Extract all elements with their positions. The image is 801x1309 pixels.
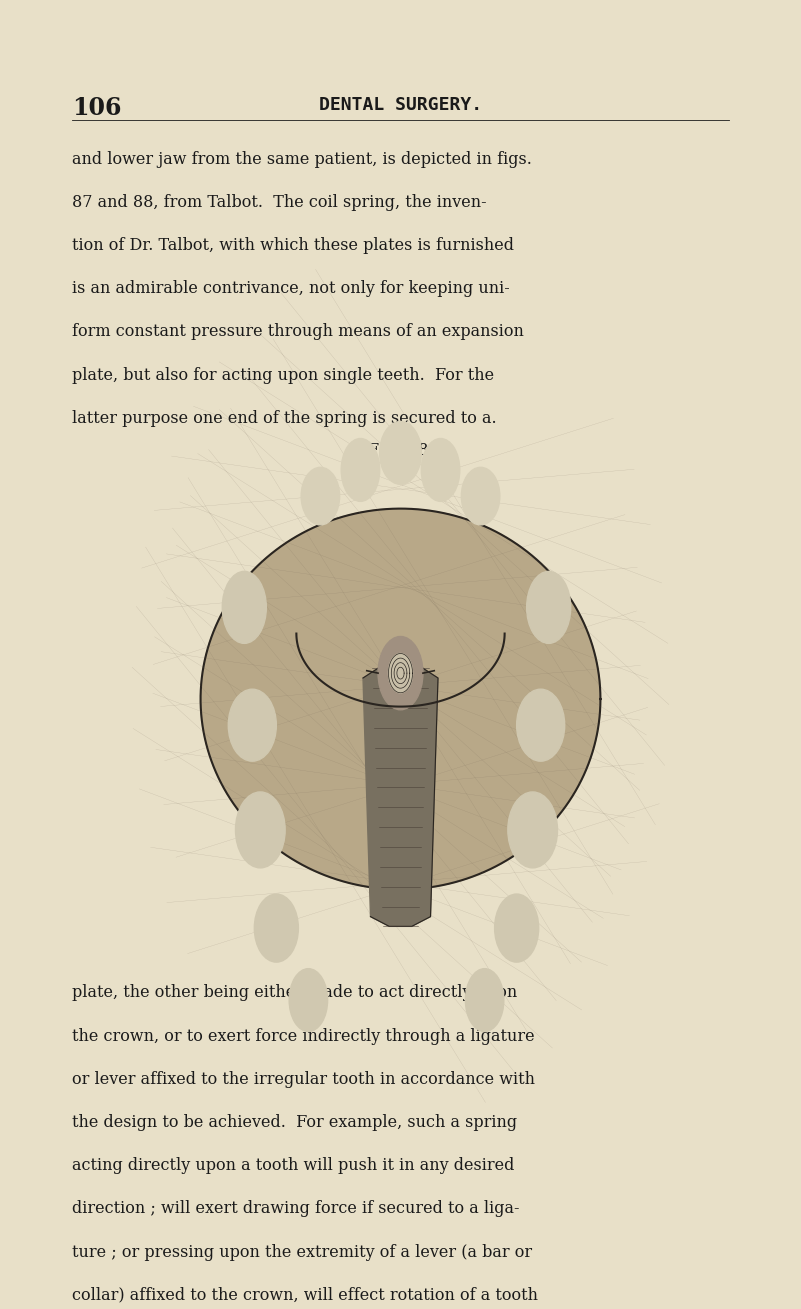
Ellipse shape [495, 894, 538, 962]
Text: FIG. 88.: FIG. 88. [368, 442, 433, 459]
Ellipse shape [254, 894, 298, 962]
Text: 106: 106 [72, 96, 122, 119]
Text: latter purpose one end of the spring is secured to a.: latter purpose one end of the spring is … [72, 410, 497, 427]
Text: collar) affixed to the crown, will effect rotation of a tooth: collar) affixed to the crown, will effec… [72, 1287, 538, 1304]
Ellipse shape [301, 467, 340, 525]
Polygon shape [363, 664, 438, 927]
Ellipse shape [228, 689, 276, 762]
Text: is an admirable contrivance, not only for keeping uni-: is an admirable contrivance, not only fo… [72, 280, 510, 297]
Text: and lower jaw from the same patient, is depicted in figs.: and lower jaw from the same patient, is … [72, 151, 532, 168]
Text: 87 and 88, from Talbot.  The coil spring, the inven-: 87 and 88, from Talbot. The coil spring,… [72, 194, 487, 211]
Ellipse shape [235, 792, 285, 868]
Ellipse shape [421, 439, 460, 501]
Text: form constant pressure through means of an expansion: form constant pressure through means of … [72, 323, 524, 340]
Ellipse shape [341, 439, 380, 501]
Text: ture ; or pressing upon the extremity of a lever (a bar or: ture ; or pressing upon the extremity of… [72, 1244, 532, 1261]
Ellipse shape [517, 689, 565, 762]
Text: plate, the other being either made to act directly upon: plate, the other being either made to ac… [72, 984, 517, 1001]
Text: the design to be achieved.  For example, such a spring: the design to be achieved. For example, … [72, 1114, 517, 1131]
Ellipse shape [508, 792, 557, 868]
Circle shape [388, 653, 413, 692]
Ellipse shape [461, 467, 500, 525]
Text: plate, but also for acting upon single teeth.  For the: plate, but also for acting upon single t… [72, 367, 494, 384]
Text: direction ; will exert drawing force if secured to a liga-: direction ; will exert drawing force if … [72, 1200, 520, 1217]
Text: the crown, or to exert force indirectly through a ligature: the crown, or to exert force indirectly … [72, 1028, 535, 1045]
Text: DENTAL SURGERY.: DENTAL SURGERY. [319, 96, 482, 114]
Text: tion of Dr. Talbot, with which these plates is furnished: tion of Dr. Talbot, with which these pla… [72, 237, 514, 254]
Polygon shape [200, 509, 601, 889]
Ellipse shape [223, 571, 266, 643]
Ellipse shape [527, 571, 571, 643]
Ellipse shape [465, 969, 504, 1031]
Circle shape [378, 636, 423, 709]
Ellipse shape [380, 421, 421, 484]
Text: or lever affixed to the irregular tooth in accordance with: or lever affixed to the irregular tooth … [72, 1071, 535, 1088]
Ellipse shape [289, 969, 328, 1031]
Text: acting directly upon a tooth will push it in any desired: acting directly upon a tooth will push i… [72, 1157, 514, 1174]
